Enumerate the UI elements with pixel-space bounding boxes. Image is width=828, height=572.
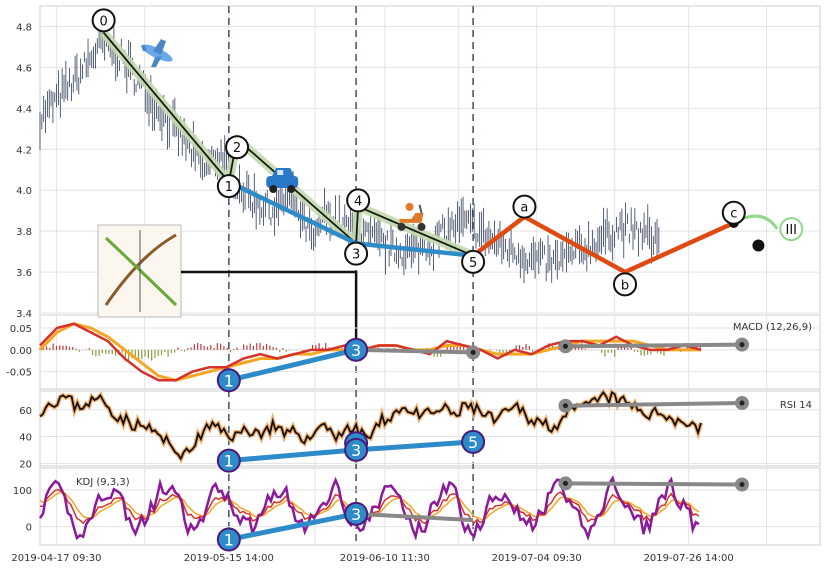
macd-wave-label-circle	[216, 368, 241, 393]
wave-label-circle	[779, 217, 804, 242]
kdj-divergence-line	[565, 481, 743, 487]
scooter-icon	[397, 202, 426, 231]
wave-label-circle	[91, 8, 116, 33]
car-wheel	[269, 185, 278, 194]
rsi-ytick-label: 20	[19, 459, 32, 470]
rsi-wave-label-circle	[344, 437, 369, 462]
wave-label-circle	[216, 174, 241, 199]
macd-divergence-line	[356, 347, 474, 355]
macd-wave-label-text: 1	[224, 371, 234, 390]
kdj-ytick-label: 0	[26, 523, 32, 534]
wave-label-circle	[613, 272, 637, 297]
thumbnail-curve	[104, 233, 177, 306]
kdj-wave-label-circle	[344, 501, 369, 526]
scooter-handle	[418, 204, 423, 214]
macd-divergence-line-node-center	[562, 343, 568, 349]
kdj-divergence-line	[355, 511, 474, 523]
kdj-wave-line	[228, 511, 357, 542]
airplane-icon	[141, 39, 173, 68]
airplane-tail	[141, 45, 147, 52]
wave-label-circle	[721, 200, 746, 225]
kdj-wave-label-circle	[216, 527, 241, 552]
wave-label-text: 0	[99, 14, 107, 29]
macd-divergence-line-node-center	[739, 342, 745, 348]
rsi-wave-label-circle	[216, 448, 241, 473]
projection-end-dot	[752, 239, 765, 252]
xtick-label: 2019-04-17 09:30	[11, 553, 101, 564]
wave-label-text: 1	[225, 180, 233, 195]
macd-wave-line	[228, 347, 357, 383]
wave-label-circle	[344, 241, 369, 266]
kdj-j-line	[38, 475, 700, 542]
kdj-divergence-line-node-center	[739, 482, 745, 487]
rsi-wave-label-text: 5	[468, 433, 478, 452]
kdj-ytick-label: 100	[13, 486, 32, 497]
macd-wave-label-text: 3	[351, 341, 361, 360]
wave-label-text: a	[520, 201, 528, 216]
price-ytick-label: 4.4	[16, 104, 32, 115]
car-body	[266, 176, 299, 189]
wave-label-text: 2	[233, 141, 241, 156]
rsi-divergence-line-node-center	[562, 403, 568, 409]
wave-label-circle	[461, 249, 486, 274]
price-ytick-label: 3.4	[16, 309, 32, 320]
airplane-wing	[153, 39, 166, 56]
wave-label-circle	[512, 194, 537, 219]
rsi-legend-label: RSI 14	[780, 400, 812, 411]
xtick-label: 2019-07-04 09:30	[492, 553, 582, 564]
wave-label-text: 3	[352, 248, 360, 263]
rsi-wave-label-text: 1	[224, 452, 234, 471]
xtick-label: 2019-07-26 14:00	[644, 553, 734, 564]
macd-legend-label: MACD (12,26,9)	[733, 322, 812, 333]
rsi-ytick-label: 40	[19, 433, 32, 444]
macd-divergence-line	[565, 342, 743, 349]
macd-divergence-line-node-center	[470, 349, 476, 355]
kdj-divergence-line-node-center	[562, 480, 568, 486]
diagram-thumbnail	[97, 224, 182, 318]
price-ytick-label: 3.6	[16, 268, 32, 279]
kdj-wave-label-text: 3	[351, 505, 361, 524]
wave-label-text: III	[786, 223, 798, 238]
xtick-label: 2019-05-15 14:00	[184, 553, 274, 564]
price-ytick-label: 4.8	[16, 22, 32, 33]
price-ytick-label: 4.6	[16, 63, 32, 74]
scooter-wheel	[417, 222, 426, 231]
wave-label-text: c	[730, 207, 737, 222]
wave-label-circle	[346, 188, 371, 213]
rsi-line	[39, 390, 702, 461]
macd-ytick-label: 0.05	[10, 324, 32, 335]
rsi-wave-label-text: 3	[351, 441, 361, 460]
car-icon	[266, 168, 299, 194]
scooter-wheel	[397, 222, 406, 231]
price-ytick-label: 4.2	[16, 145, 32, 156]
airplane-wing	[151, 56, 162, 68]
price-ytick-label: 4.0	[16, 186, 32, 197]
corrective-wave-line	[471, 214, 735, 275]
rsi-ytick-label: 60	[19, 406, 32, 417]
wave-label-circle	[225, 135, 250, 160]
scooter-rider-head	[405, 202, 414, 211]
macd-ytick-label: -0.05	[6, 368, 32, 379]
price-ytick-label: 3.8	[16, 227, 32, 238]
rsi-divergence-line	[565, 401, 743, 408]
wave-label-text: b	[621, 278, 629, 293]
car-window	[277, 170, 284, 176]
kdj-wave-label-text: 1	[224, 531, 234, 550]
scooter-body	[399, 212, 424, 223]
motive-wave-line	[102, 32, 474, 257]
car-wheel	[287, 185, 296, 194]
rsi-wave-label-circle	[461, 429, 486, 454]
kdj-legend-label: KDJ (9,3,3)	[76, 477, 130, 488]
wave-label-text: 4	[354, 194, 362, 209]
connector-line	[181, 270, 358, 350]
xtick-label: 2019-06-10 11:30	[340, 553, 430, 564]
macd-ytick-label: 0.00	[10, 346, 32, 357]
rsi-divergence-line-node-center	[739, 400, 745, 406]
wave-label-text: 5	[469, 256, 477, 271]
macd-wave-label-circle	[344, 337, 369, 362]
macd-line	[39, 322, 702, 382]
